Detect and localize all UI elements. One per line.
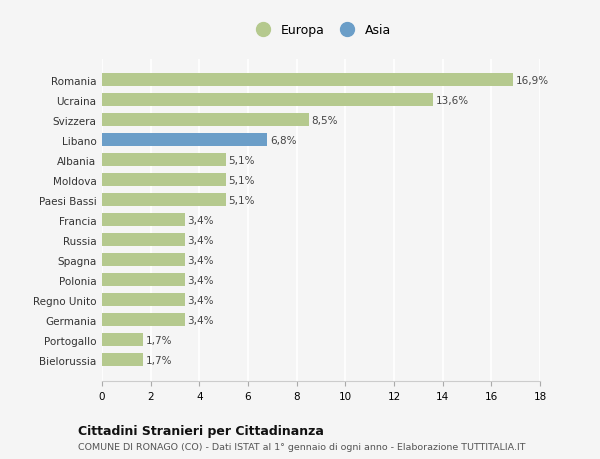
Bar — [102, 274, 185, 286]
Text: 3,4%: 3,4% — [187, 215, 214, 225]
Bar — [102, 353, 143, 366]
Bar — [102, 214, 185, 227]
Text: 5,1%: 5,1% — [229, 156, 255, 166]
Text: COMUNE DI RONAGO (CO) - Dati ISTAT al 1° gennaio di ogni anno - Elaborazione TUT: COMUNE DI RONAGO (CO) - Dati ISTAT al 1°… — [78, 442, 526, 451]
Text: 3,4%: 3,4% — [187, 255, 214, 265]
Bar — [102, 154, 226, 167]
Bar — [102, 114, 309, 127]
Bar — [102, 234, 185, 247]
Text: 13,6%: 13,6% — [436, 96, 469, 106]
Text: 1,7%: 1,7% — [146, 335, 172, 345]
Text: 6,8%: 6,8% — [270, 135, 296, 146]
Text: 16,9%: 16,9% — [515, 76, 549, 86]
Bar — [102, 74, 513, 87]
Bar — [102, 94, 433, 107]
Bar — [102, 313, 185, 326]
Text: 3,4%: 3,4% — [187, 295, 214, 305]
Text: 5,1%: 5,1% — [229, 175, 255, 185]
Bar — [102, 134, 268, 147]
Text: 3,4%: 3,4% — [187, 275, 214, 285]
Bar — [102, 174, 226, 187]
Text: 3,4%: 3,4% — [187, 315, 214, 325]
Bar — [102, 194, 226, 207]
Text: 3,4%: 3,4% — [187, 235, 214, 245]
Bar — [102, 334, 143, 347]
Text: 1,7%: 1,7% — [146, 355, 172, 365]
Text: 8,5%: 8,5% — [311, 116, 338, 126]
Bar — [102, 254, 185, 267]
Legend: Europa, Asia: Europa, Asia — [251, 24, 391, 37]
Bar — [102, 294, 185, 307]
Text: 5,1%: 5,1% — [229, 196, 255, 205]
Text: Cittadini Stranieri per Cittadinanza: Cittadini Stranieri per Cittadinanza — [78, 425, 324, 437]
